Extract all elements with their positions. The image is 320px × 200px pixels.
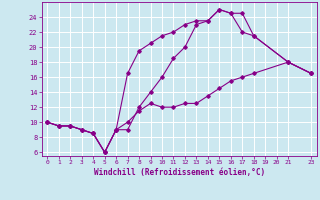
X-axis label: Windchill (Refroidissement éolien,°C): Windchill (Refroidissement éolien,°C) [94, 168, 265, 177]
